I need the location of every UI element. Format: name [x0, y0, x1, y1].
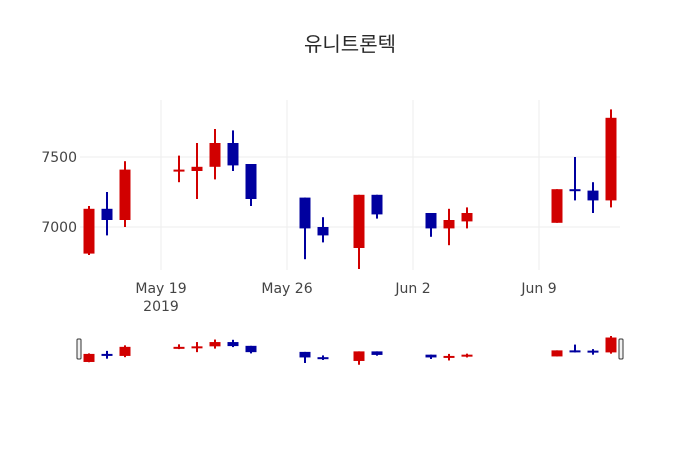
- candle-body: [587, 190, 599, 201]
- candle[interactable]: [245, 164, 257, 206]
- range-slider-left-handle[interactable]: [76, 338, 82, 360]
- slider-candle: [587, 349, 599, 355]
- slider-candle: [443, 353, 455, 361]
- slider-candle: [191, 342, 203, 353]
- slider-candle: [353, 351, 365, 365]
- candles[interactable]: [83, 109, 617, 269]
- candle-body: [461, 213, 473, 222]
- candle[interactable]: [209, 129, 221, 180]
- slider-candle: [119, 345, 131, 358]
- candle-body: [191, 166, 203, 171]
- candle[interactable]: [425, 213, 437, 237]
- candle-body: [317, 227, 329, 236]
- candle[interactable]: [569, 157, 581, 201]
- candle-body: [605, 117, 617, 201]
- y-axis: 7000 7500: [41, 150, 77, 236]
- x-tick-label: Jun 9: [520, 281, 556, 297]
- gridlines: [80, 100, 620, 270]
- candle[interactable]: [353, 194, 365, 269]
- x-tick-label: 2019: [143, 299, 179, 315]
- candle-body: [83, 208, 95, 254]
- slider-candle: [461, 353, 473, 358]
- candle[interactable]: [119, 161, 131, 227]
- slider-candle: [425, 354, 437, 359]
- slider-candle: [101, 350, 113, 359]
- candle[interactable]: [443, 208, 455, 246]
- candle-body: [371, 194, 383, 215]
- candle-body: [299, 197, 311, 229]
- y-tick-label: 7000: [41, 220, 77, 236]
- candle-body: [443, 220, 455, 229]
- y-tick-label: 7500: [41, 150, 77, 166]
- candle-body: [119, 169, 131, 220]
- candle[interactable]: [191, 143, 203, 199]
- candle-body: [209, 143, 221, 167]
- candle[interactable]: [173, 155, 185, 183]
- candle[interactable]: [587, 182, 599, 213]
- candle[interactable]: [83, 206, 95, 255]
- candle-body: [227, 143, 239, 166]
- range-slider-right-handle[interactable]: [618, 338, 624, 360]
- slider-candle: [317, 355, 329, 360]
- candle[interactable]: [101, 192, 113, 236]
- candle-body: [551, 189, 563, 223]
- slider-candle: [299, 351, 311, 363]
- slider-candle: [173, 344, 185, 350]
- candle[interactable]: [551, 189, 563, 223]
- slider-candle: [569, 344, 581, 353]
- candle-body: [173, 169, 185, 172]
- candle-body: [353, 194, 365, 248]
- slider-candle: [227, 339, 239, 348]
- slider-candle: [245, 345, 257, 354]
- chart-title: 유니트론텍: [304, 32, 396, 56]
- slider-candle: [209, 339, 221, 349]
- x-tick-label: May 26: [261, 281, 312, 297]
- x-axis: May 19 2019 May 26 Jun 2 Jun 9: [135, 281, 556, 315]
- candle[interactable]: [605, 109, 617, 208]
- candle[interactable]: [317, 217, 329, 243]
- candle-body: [569, 189, 581, 192]
- x-tick-label: May 19: [135, 281, 186, 297]
- range-slider[interactable]: [76, 336, 624, 365]
- slider-candle: [83, 353, 95, 363]
- slider-candle: [551, 350, 563, 357]
- candle[interactable]: [227, 130, 239, 171]
- candle-body: [425, 213, 437, 229]
- x-tick-label: Jun 2: [394, 281, 430, 297]
- slider-candle: [605, 336, 617, 354]
- candle-body: [101, 208, 113, 220]
- candle[interactable]: [371, 194, 383, 219]
- candle[interactable]: [299, 197, 311, 260]
- candle[interactable]: [461, 207, 473, 229]
- candle-body: [245, 164, 257, 199]
- slider-candle: [371, 351, 383, 356]
